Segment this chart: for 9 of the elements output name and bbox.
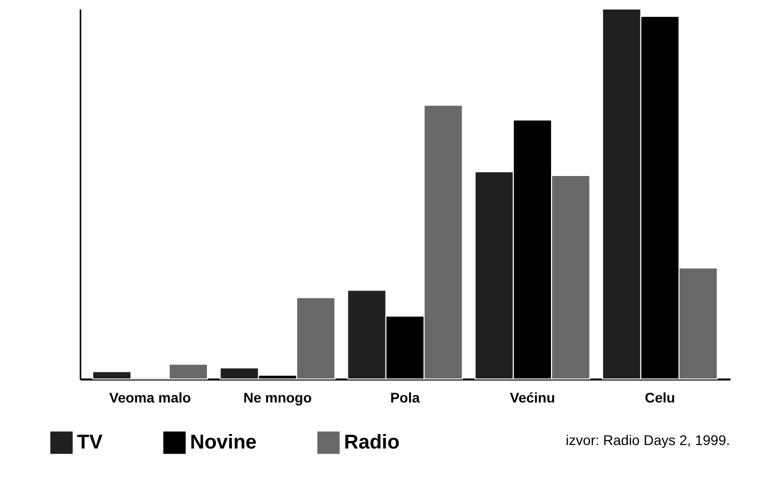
text: izvor: Radio Days 2, 1999.: [566, 432, 730, 448]
x-tick-label: Većinu: [510, 390, 556, 406]
x-tick-label: Ne mnogo: [243, 390, 312, 406]
legend-label: Novine: [190, 432, 257, 454]
legend-label: TV: [77, 432, 104, 454]
x-tick-label: Pola: [390, 390, 420, 406]
legend-label: Radio: [344, 432, 400, 454]
x-tick-label: Veoma malo: [109, 390, 191, 406]
x-tick-label: Celu: [644, 390, 676, 406]
